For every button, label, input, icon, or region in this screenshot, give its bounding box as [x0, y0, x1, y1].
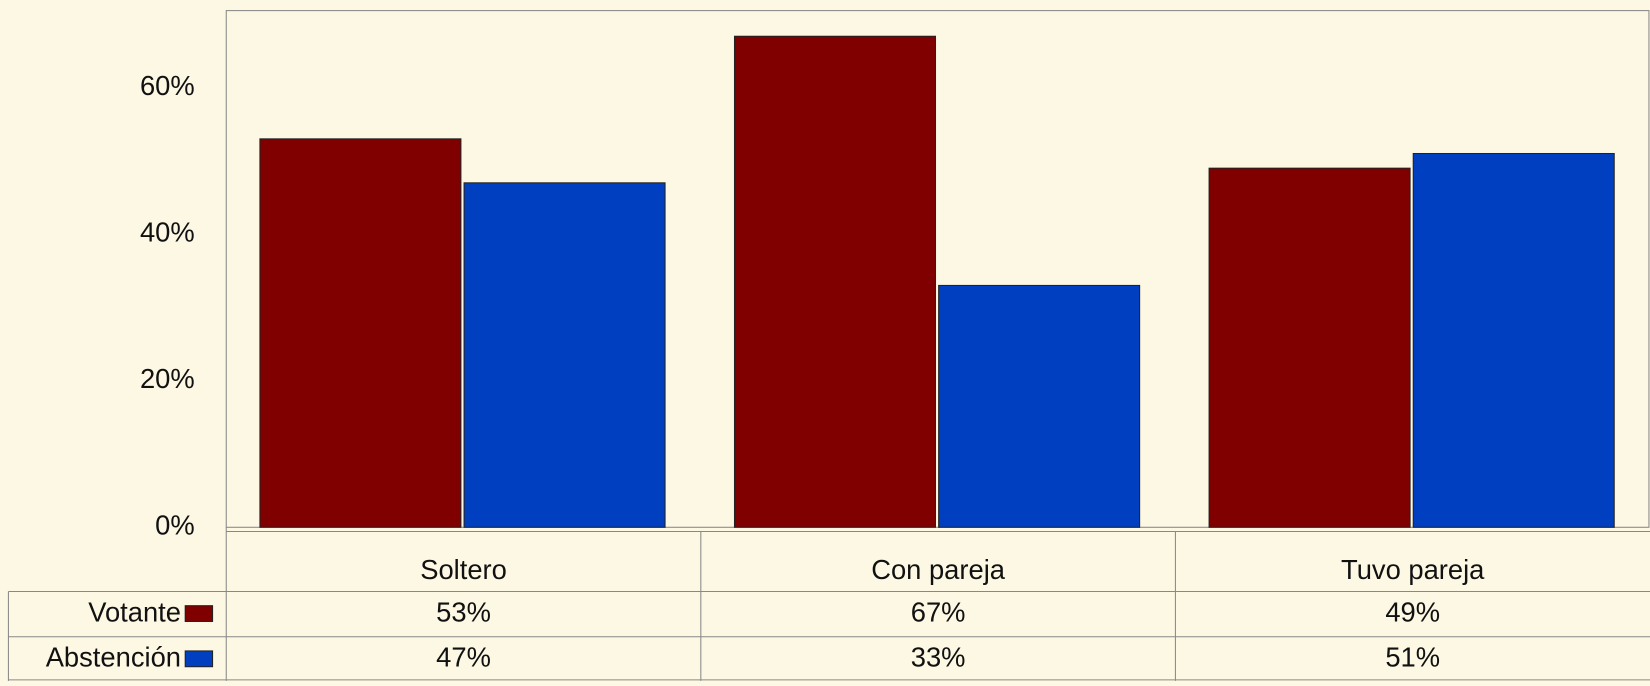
data-label: 47%: [436, 642, 491, 673]
bar: [259, 138, 462, 528]
x-tick-label: Tuvo pareja: [1341, 554, 1485, 585]
x-tick-label: Soltero: [420, 554, 507, 585]
bar: [1412, 152, 1615, 528]
legend-label: Votante: [88, 596, 181, 627]
y-tick-label: 40%: [140, 216, 195, 247]
bar: [733, 35, 937, 528]
bar: [463, 182, 666, 528]
plot-area: [225, 10, 1650, 528]
legend-swatch: [184, 605, 214, 622]
y-tick-label: 0%: [155, 510, 195, 541]
data-label: 67%: [911, 596, 966, 627]
bar: [1208, 167, 1411, 528]
data-label: 51%: [1385, 642, 1440, 673]
bar: [938, 284, 1141, 528]
y-tick-label: 60%: [140, 70, 195, 101]
y-tick-label: 20%: [140, 363, 195, 394]
data-label: 49%: [1385, 596, 1440, 627]
data-label: 53%: [436, 596, 491, 627]
data-label: 33%: [911, 642, 966, 673]
legend-label: Abstención: [46, 642, 181, 673]
legend-swatch: [184, 650, 214, 668]
x-tick-label: Con pareja: [871, 554, 1006, 585]
